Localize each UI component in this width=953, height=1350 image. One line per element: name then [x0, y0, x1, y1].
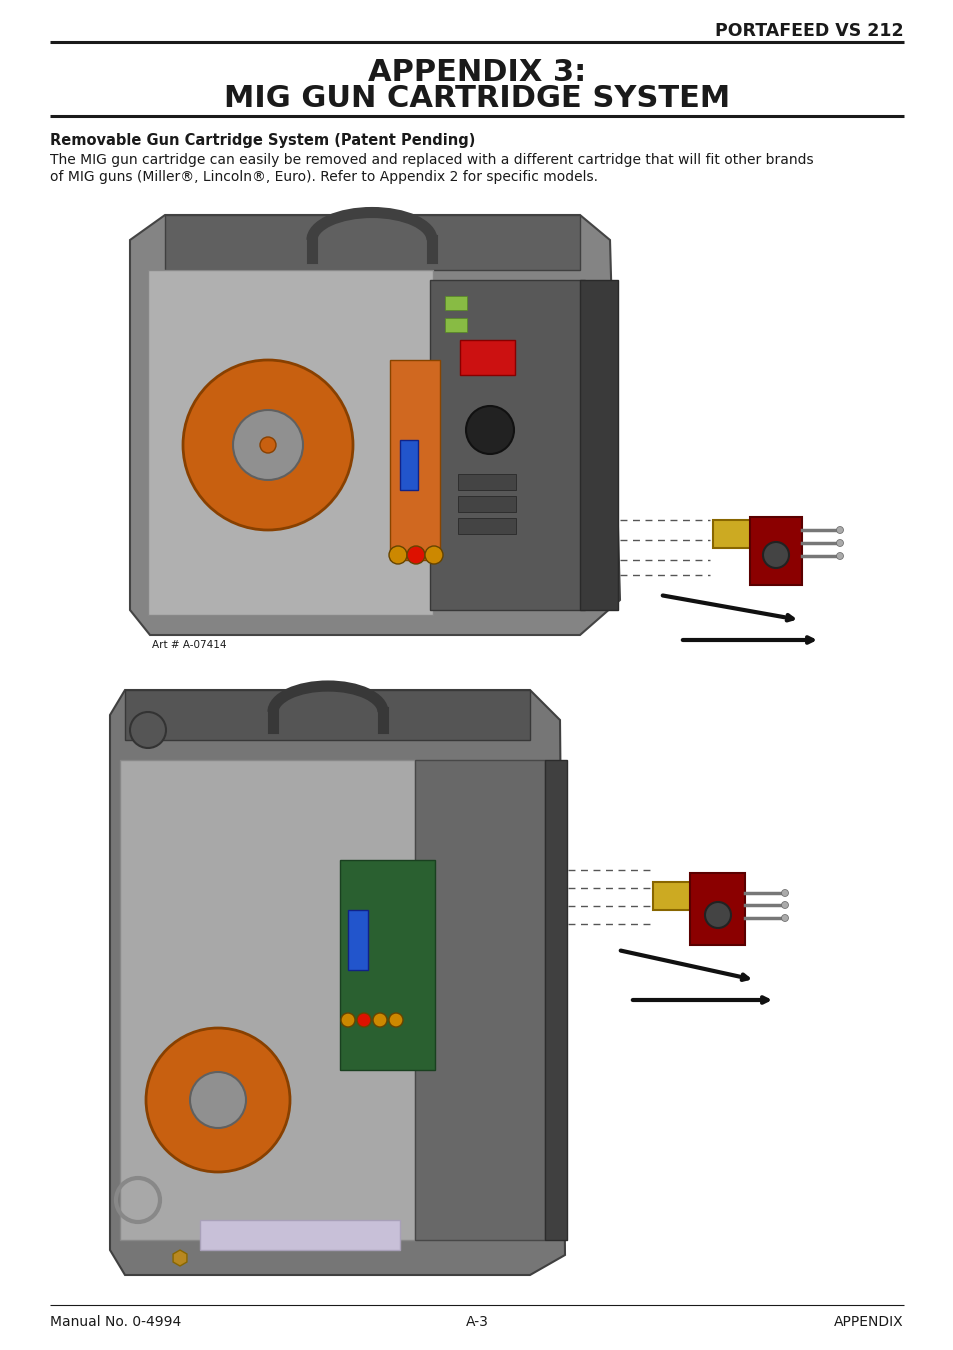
Polygon shape — [110, 690, 564, 1274]
Circle shape — [781, 890, 788, 896]
Bar — [457, 495, 516, 512]
Text: of MIG guns (Miller®, Lincoln®, Euro). Refer to Appendix 2 for specific models.: of MIG guns (Miller®, Lincoln®, Euro). R… — [50, 170, 598, 184]
Circle shape — [233, 410, 303, 481]
Circle shape — [260, 437, 275, 454]
Circle shape — [704, 902, 730, 927]
Circle shape — [781, 914, 788, 922]
Text: APPENDIX 3:: APPENDIX 3: — [368, 58, 585, 86]
Text: Art # A-07414: Art # A-07414 — [152, 640, 226, 649]
Bar — [457, 518, 516, 535]
Text: The MIG gun cartridge can easily be removed and replaced with a different cartri: The MIG gun cartridge can easily be remo… — [50, 153, 813, 167]
Circle shape — [340, 1012, 355, 1027]
Bar — [689, 873, 744, 945]
Bar — [390, 360, 439, 560]
Circle shape — [356, 1012, 371, 1027]
Circle shape — [130, 711, 166, 748]
Circle shape — [465, 406, 514, 454]
Circle shape — [836, 540, 842, 547]
Bar — [415, 760, 544, 1241]
Bar — [399, 440, 417, 490]
Circle shape — [407, 545, 424, 564]
Text: APPENDIX: APPENDIX — [834, 1315, 903, 1328]
Polygon shape — [165, 215, 579, 270]
Circle shape — [762, 541, 788, 568]
Polygon shape — [125, 690, 530, 740]
Bar — [148, 270, 433, 616]
Circle shape — [781, 902, 788, 909]
Bar — [579, 279, 618, 610]
Bar — [430, 279, 584, 610]
Circle shape — [836, 552, 842, 559]
Bar — [200, 1220, 399, 1250]
Bar — [652, 882, 690, 910]
Text: MIG GUN CARTRIDGE SYSTEM: MIG GUN CARTRIDGE SYSTEM — [224, 84, 729, 113]
Bar — [339, 860, 435, 1071]
Polygon shape — [130, 215, 619, 634]
Bar — [749, 517, 801, 585]
Circle shape — [190, 1072, 246, 1129]
Bar — [459, 340, 515, 375]
Circle shape — [183, 360, 353, 531]
Bar — [348, 910, 368, 971]
Text: A-3: A-3 — [465, 1315, 488, 1328]
Bar — [444, 296, 467, 310]
Circle shape — [836, 526, 842, 533]
Text: PORTAFEED VS 212: PORTAFEED VS 212 — [715, 22, 903, 40]
Text: Manual No. 0-4994: Manual No. 0-4994 — [50, 1315, 181, 1328]
Bar — [115, 666, 829, 1274]
Text: Removable Gun Cartridge System (Patent Pending): Removable Gun Cartridge System (Patent P… — [50, 134, 475, 148]
Circle shape — [424, 545, 442, 564]
Circle shape — [389, 1012, 402, 1027]
Bar — [457, 474, 516, 490]
Circle shape — [373, 1012, 387, 1027]
Bar — [120, 760, 415, 1241]
Bar — [712, 520, 750, 548]
Bar — [130, 200, 829, 630]
Circle shape — [146, 1027, 290, 1172]
Bar — [544, 760, 566, 1241]
Circle shape — [389, 545, 407, 564]
Bar — [444, 319, 467, 332]
